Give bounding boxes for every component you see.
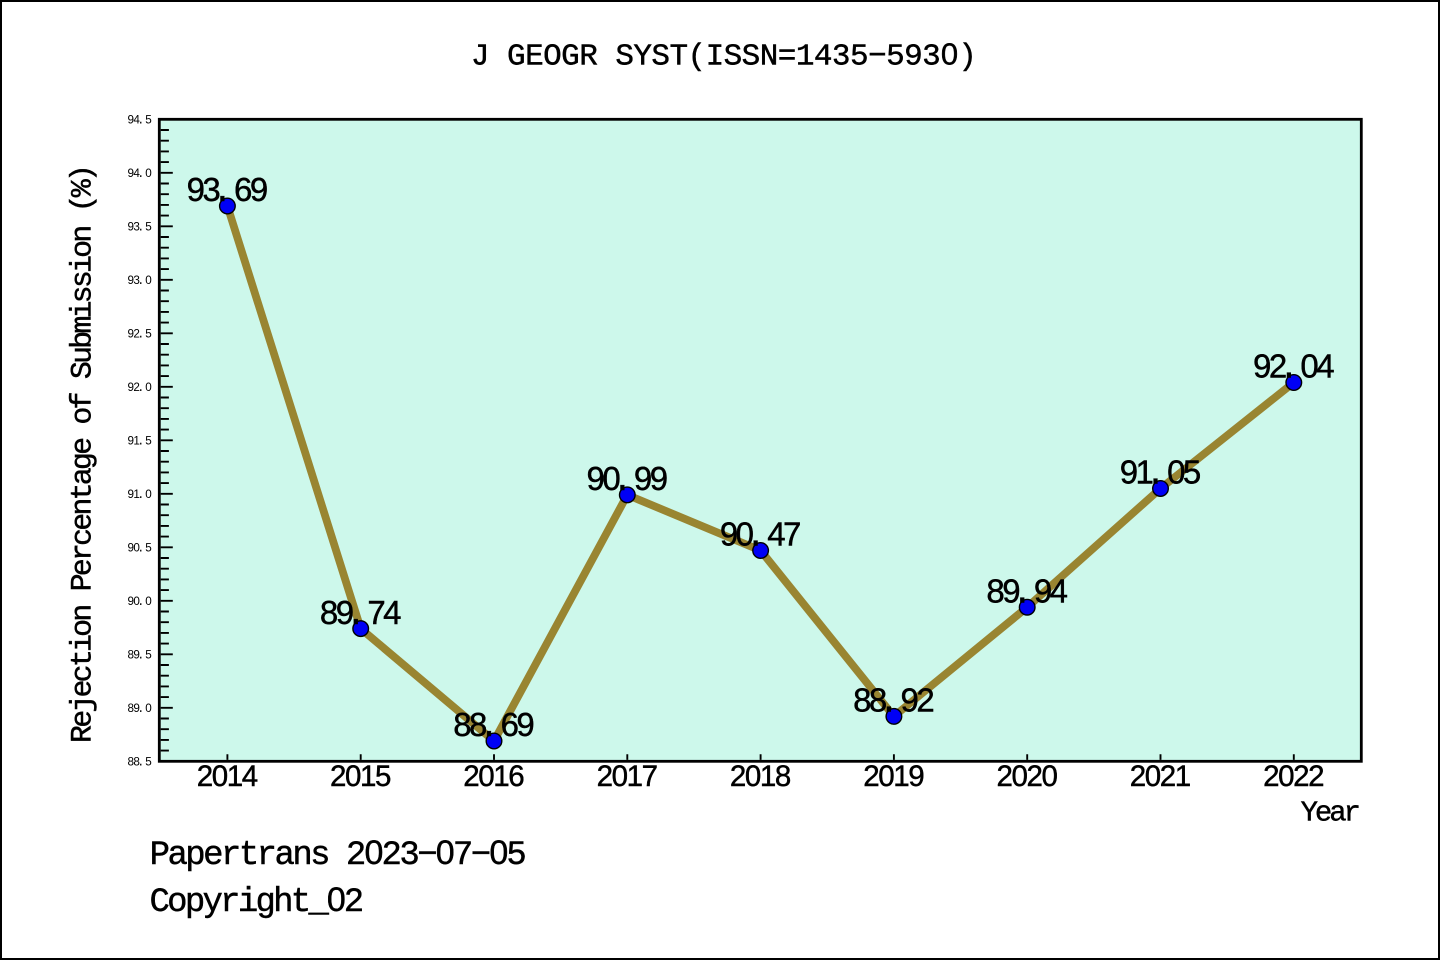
svg-text:92.04: 92.04 [1253,348,1335,388]
svg-text:2014: 2014 [197,760,258,793]
svg-text:93.0: 93.0 [127,274,152,288]
svg-text:89.94: 89.94 [986,572,1068,612]
svg-text:91.0: 91.0 [127,488,152,502]
svg-text:2018: 2018 [730,760,791,793]
svg-text:92.0: 92.0 [127,381,152,395]
svg-text:RejectionPercentageofSubmissio: RejectionPercentageofSubmission(%) [67,164,101,743]
svg-text:92.5: 92.5 [127,328,152,342]
svg-text:88.5: 88.5 [127,756,152,770]
svg-text:90.0: 90.0 [127,595,152,609]
svg-text:94.5: 94.5 [127,114,152,128]
svg-text:88.92: 88.92 [853,682,935,722]
svg-text:93.69: 93.69 [187,171,269,211]
svg-text:90.47: 90.47 [720,516,802,556]
svg-text:89.0: 89.0 [127,702,152,716]
svg-text:2015: 2015 [330,760,391,793]
svg-text:2020: 2020 [996,760,1057,793]
svg-text:94.0: 94.0 [127,167,152,181]
svg-text:2022: 2022 [1263,760,1324,793]
svg-text:Copyright_02: Copyright_02 [150,881,365,922]
svg-text:89.5: 89.5 [127,649,152,663]
svg-text:91.05: 91.05 [1120,454,1202,494]
svg-text:2021: 2021 [1130,760,1191,793]
svg-text:90.5: 90.5 [127,542,152,556]
svg-text:89.74: 89.74 [320,594,402,634]
svg-text:2017: 2017 [597,760,658,793]
svg-text:2019: 2019 [863,760,924,793]
svg-text:91.5: 91.5 [127,435,152,449]
svg-text:90.99: 90.99 [587,460,669,500]
svg-text:Year: Year [1301,796,1361,829]
svg-text:93.5: 93.5 [127,221,152,235]
svg-text:88.69: 88.69 [453,706,535,746]
svg-text:2016: 2016 [463,760,524,793]
